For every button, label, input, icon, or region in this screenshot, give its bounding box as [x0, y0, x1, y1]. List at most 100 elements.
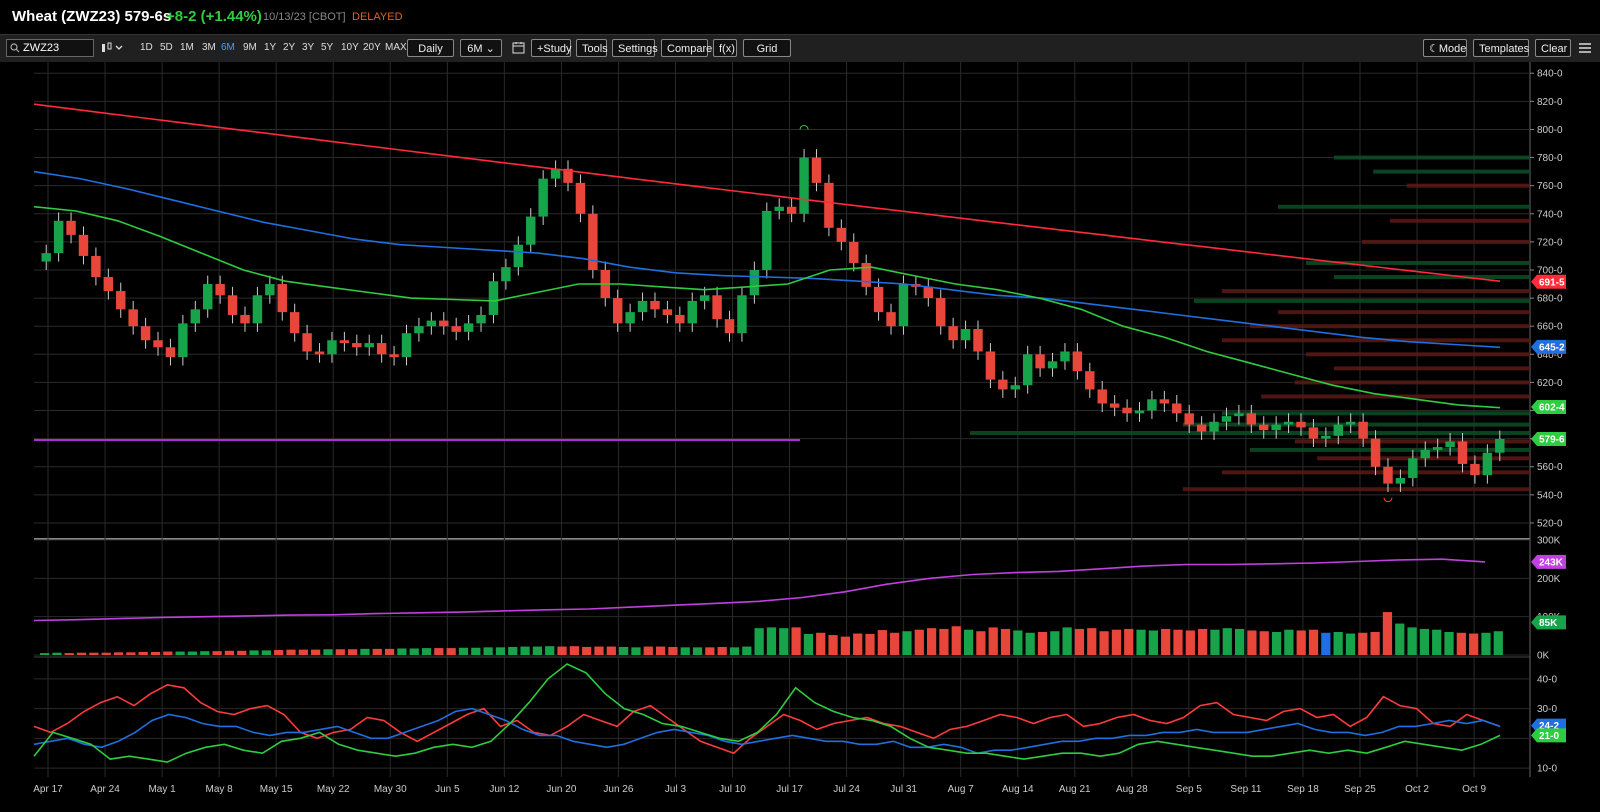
- volume-profile-bar: [1317, 456, 1530, 461]
- chevron-down-icon: ⌄: [485, 43, 495, 55]
- indicator-line-red: [33, 683, 1501, 755]
- candle-body: [1395, 477, 1406, 484]
- volume-bar: [1173, 629, 1183, 655]
- mode-button[interactable]: ☾Mode: [1423, 39, 1467, 57]
- candle-body: [575, 182, 586, 214]
- calendar-button[interactable]: [512, 39, 526, 57]
- candle-body: [252, 295, 263, 324]
- range-1y[interactable]: 1Y: [264, 42, 277, 53]
- volume-bar: [113, 652, 124, 655]
- candle-body: [501, 267, 511, 282]
- volume-bar: [643, 646, 653, 655]
- moving-average-blue: [33, 170, 1501, 349]
- date-axis-label: Jun 12: [489, 784, 519, 795]
- candle-body: [289, 312, 300, 334]
- indicator-axis-label: 10-0: [1537, 764, 1557, 775]
- volume-bar: [1161, 628, 1171, 655]
- clear-button[interactable]: Clear: [1535, 39, 1571, 57]
- function-button[interactable]: f(x): [713, 39, 737, 57]
- candle-body: [1184, 413, 1194, 425]
- price-axis-label: 780-0: [1537, 153, 1563, 164]
- settings-button[interactable]: Settings: [612, 39, 658, 57]
- volume-bar: [138, 651, 148, 655]
- candle-body: [1085, 371, 1095, 390]
- search-icon: [10, 43, 20, 53]
- volume-bar: [655, 646, 666, 655]
- grid-button[interactable]: Grid: [743, 39, 791, 57]
- price-change: +8-2 (+1.44%): [166, 8, 262, 25]
- date-axis-label: Jul 10: [719, 784, 746, 795]
- price-chart[interactable]: Apr 17 Apr 24 May 1 May 8 May 15 May 22 May 30…: [0, 62, 1600, 812]
- range-3m[interactable]: 3M: [202, 42, 216, 53]
- volume-bar: [1419, 628, 1430, 655]
- compare-button[interactable]: Compare: [661, 39, 712, 57]
- volume-bar: [1333, 632, 1343, 655]
- add-study-button[interactable]: +Study: [531, 39, 572, 57]
- price-tag-label: 602-4: [1539, 403, 1565, 414]
- volume-tag-label: 85K: [1539, 618, 1558, 629]
- candle-body: [1495, 438, 1505, 453]
- range-1d[interactable]: 1D: [140, 42, 153, 53]
- range-10y[interactable]: 10Y: [341, 42, 359, 53]
- price-tag-label: 579-6: [1539, 434, 1565, 445]
- date-axis-label: Sep 5: [1176, 784, 1203, 795]
- volume-bar: [865, 633, 875, 655]
- range-2y[interactable]: 2Y: [283, 42, 296, 53]
- candle-body: [550, 168, 561, 179]
- price-tag: [1531, 431, 1566, 446]
- candle-body: [1383, 466, 1393, 484]
- date-axis-label: Sep 18: [1287, 784, 1319, 795]
- candle-body: [1432, 447, 1443, 450]
- menu-button[interactable]: [1577, 39, 1593, 57]
- volume-bar: [495, 647, 506, 655]
- volume-bar: [890, 632, 900, 655]
- candle-body: [1209, 421, 1219, 432]
- volume-bar: [200, 651, 210, 655]
- volume-bar: [1111, 629, 1122, 655]
- volume-profile-bar: [1390, 218, 1530, 223]
- interval-select[interactable]: Daily ⌄: [407, 39, 454, 73]
- range-9m[interactable]: 9M: [243, 42, 257, 53]
- indicator-tag-label: 24-2: [1539, 721, 1559, 732]
- date-axis-label: May 15: [260, 784, 293, 795]
- range-6m[interactable]: 6M: [221, 42, 235, 53]
- volume-bar: [1062, 627, 1072, 655]
- date-axis-label: May 1: [148, 784, 176, 795]
- volume-bar: [298, 649, 308, 655]
- range-5y[interactable]: 5Y: [321, 42, 334, 53]
- candle-body: [1022, 354, 1033, 386]
- range-1m[interactable]: 1M: [180, 42, 194, 53]
- volume-profile-bar: [1306, 260, 1530, 265]
- quote-date-value: 10/13/23: [263, 11, 306, 23]
- volume-bar: [1124, 628, 1134, 655]
- range-5d[interactable]: 5D: [160, 42, 173, 53]
- volume-profile-bar: [1250, 324, 1530, 329]
- tools-button[interactable]: Tools: [576, 39, 608, 57]
- candle-body: [376, 343, 387, 355]
- range-3y[interactable]: 3Y: [302, 42, 315, 53]
- volume-bar: [89, 652, 99, 655]
- volume-profile-bar: [1294, 380, 1530, 385]
- indicator-line-blue: [33, 707, 1501, 755]
- candle-body: [948, 326, 958, 341]
- candle-body: [1445, 441, 1455, 448]
- volume-bar: [532, 646, 543, 655]
- range-20y[interactable]: 20Y: [363, 42, 381, 53]
- mode-button-label: Mode: [1438, 43, 1467, 55]
- volume-bar: [594, 646, 604, 655]
- candle-body: [178, 323, 188, 358]
- period-select[interactable]: 6M ⌄: [460, 39, 502, 57]
- candle-body: [1097, 389, 1107, 404]
- chart-type-dropdown[interactable]: [100, 39, 126, 57]
- date-axis-label: May 30: [374, 784, 407, 795]
- candle-body: [302, 333, 312, 352]
- candle-body: [1408, 458, 1418, 478]
- moving-average-green: [33, 205, 1501, 409]
- candle-body: [91, 255, 101, 278]
- volume-bar: [877, 630, 887, 655]
- volume-tag-label: 243K: [1539, 557, 1564, 568]
- templates-button[interactable]: Templates: [1473, 39, 1529, 57]
- candle-body: [451, 326, 461, 332]
- range-max[interactable]: MAX: [385, 42, 407, 53]
- symbol-search-input[interactable]: ZWZ23: [6, 39, 94, 57]
